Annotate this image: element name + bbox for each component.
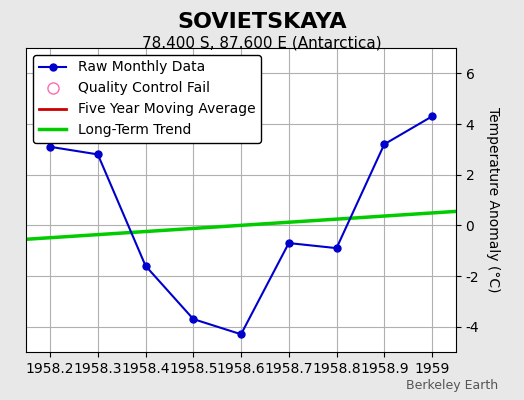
Legend: Raw Monthly Data, Quality Control Fail, Five Year Moving Average, Long-Term Tren: Raw Monthly Data, Quality Control Fail, … bbox=[33, 55, 261, 143]
Raw Monthly Data bbox=[429, 114, 435, 119]
Y-axis label: Temperature Anomaly (°C): Temperature Anomaly (°C) bbox=[486, 107, 500, 293]
Text: SOVIETSKAYA: SOVIETSKAYA bbox=[177, 12, 347, 32]
Raw Monthly Data bbox=[238, 332, 244, 337]
Text: 78.400 S, 87.600 E (Antarctica): 78.400 S, 87.600 E (Antarctica) bbox=[142, 36, 382, 51]
Raw Monthly Data bbox=[333, 246, 340, 250]
Raw Monthly Data bbox=[143, 264, 149, 268]
Raw Monthly Data bbox=[190, 317, 196, 322]
Line: Raw Monthly Data: Raw Monthly Data bbox=[47, 113, 435, 338]
Raw Monthly Data bbox=[47, 144, 53, 149]
Text: Berkeley Earth: Berkeley Earth bbox=[406, 379, 498, 392]
Raw Monthly Data bbox=[286, 241, 292, 246]
Raw Monthly Data bbox=[95, 152, 101, 157]
Raw Monthly Data bbox=[381, 142, 387, 147]
